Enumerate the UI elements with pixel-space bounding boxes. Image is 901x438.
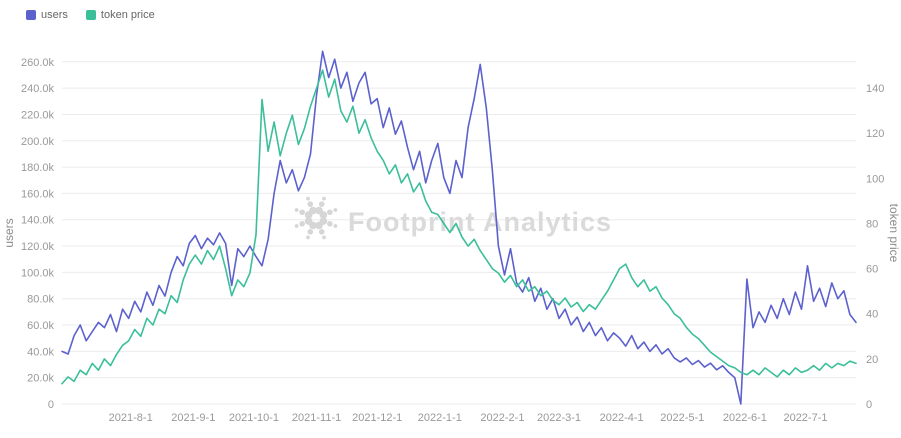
left-axis-tick-label: 0 [48,399,54,411]
left-axis-tick-label: 200.0k [21,136,55,148]
left-axis-tick-label: 120.0k [21,241,55,253]
footprint-logo-icon [294,196,338,240]
right-axis-tick-label: 120 [866,128,884,140]
legend-item-token-price[interactable]: token price [85,9,155,21]
legend-label: users [41,9,68,21]
right-axis-tick-label: 20 [866,354,878,366]
right-axis-tick-label: 80 [866,218,878,230]
left-axis-tick-label: 100.0k [21,267,55,279]
watermark-text: Footprint Analytics [348,207,612,237]
legend-label: token price [100,9,155,21]
right-axis-tick-label: 140 [866,83,884,95]
x-axis-tick-label: 2021-9-1 [171,412,215,424]
series-line-token-price [61,69,857,385]
x-axis-tick-label: 2022-5-1 [660,412,704,424]
right-axis-tick-label: 60 [866,264,878,276]
gridlines [62,61,856,405]
legend-swatch-icon [26,10,36,20]
x-axis-tick-label: 2021-8-1 [109,412,153,424]
left-axis-tick-label: 160.0k [21,188,55,200]
left-axis-tick-label: 60.0k [27,320,54,332]
x-axis-tick-label: 2021-12-1 [352,412,402,424]
x-axis-tick-label: 2022-2-1 [480,412,524,424]
left-axis-tick-label: 80.0k [27,294,54,306]
x-axis-tick-label: 2021-10-1 [229,412,279,424]
legend-item-users[interactable]: users [26,9,68,21]
right-axis-title: token price [887,204,901,263]
series-lines [61,50,857,405]
left-axis-tick-label: 220.0k [21,109,55,121]
right-axis-tick-label: 0 [866,399,872,411]
right-axis-tick-label: 100 [866,173,884,185]
left-axis-tick-label: 180.0k [21,162,55,174]
axis-labels: 0 20.0k 40.0k 60.0k 80.0k 100.0k 120.0k 140.0k 1… [21,57,884,424]
left-axis-tick-label: 240.0k [21,83,55,95]
x-axis-tick-label: 2022-7-1 [783,412,827,424]
x-axis-tick-label: 2021-11-1 [292,412,341,424]
legend: users token price [26,9,155,21]
legend-swatch-icon [85,10,96,20]
series-line-users [61,50,857,405]
x-axis-tick-label: 2022-1-1 [418,412,462,424]
left-axis-tick-label: 40.0k [27,346,54,358]
x-axis-tick-label: 2022-6-1 [723,412,767,424]
watermark: Footprint Analytics [294,196,612,240]
left-axis-tick-label: 20.0k [27,373,54,385]
x-axis-tick-label: 2022-4-1 [600,412,644,424]
left-axis-tick-label: 140.0k [21,215,55,227]
left-axis-title: users [2,218,16,247]
left-axis-tick-label: 260.0k [21,57,55,69]
x-axis-tick-label: 2022-3-1 [537,412,581,424]
right-axis-tick-label: 40 [866,309,878,321]
